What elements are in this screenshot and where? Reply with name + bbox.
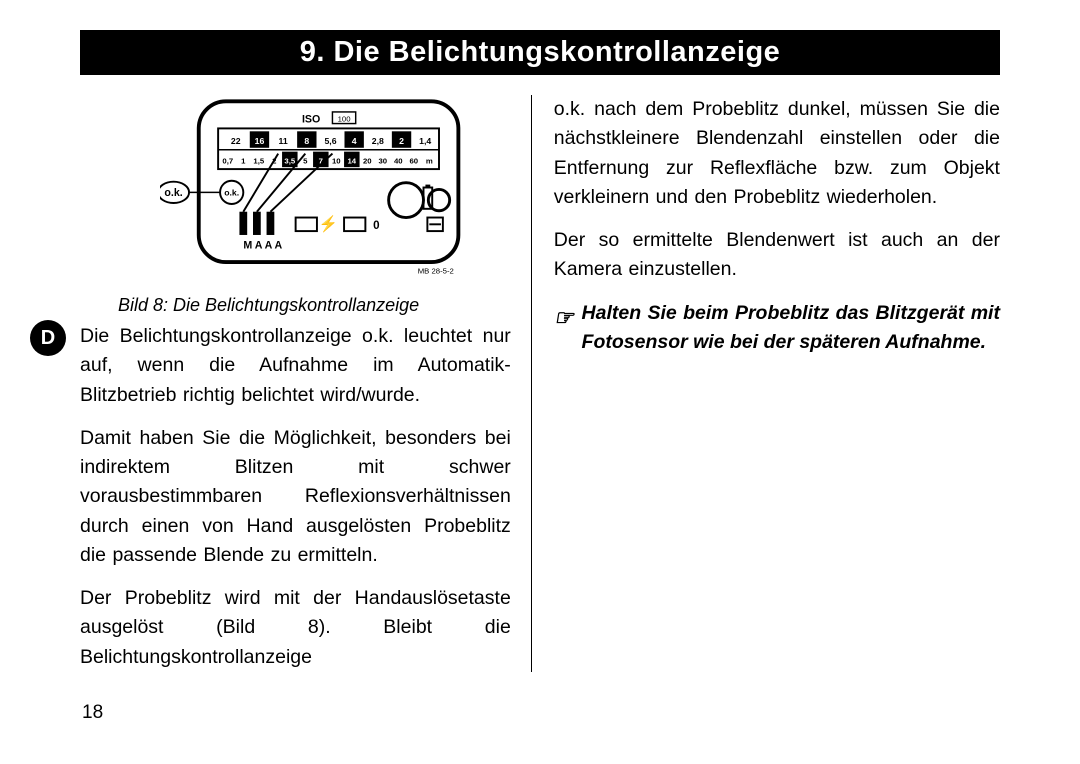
body-paragraph: o.k. nach dem Probeblitz dunkel, müssen … (554, 95, 1000, 212)
svg-text:MB 28-5-2: MB 28-5-2 (418, 267, 454, 276)
svg-text:22: 22 (231, 136, 241, 146)
svg-text:ISO: ISO (302, 114, 320, 126)
svg-text:1,4: 1,4 (419, 136, 431, 146)
body-paragraph: Damit haben Sie die Möglichkeit, besonde… (80, 424, 511, 570)
svg-text:5,6: 5,6 (324, 136, 336, 146)
svg-text:11: 11 (279, 136, 288, 146)
svg-text:8: 8 (304, 136, 309, 146)
left-column: ISO 100 22161185,642,821,4 0,711,523,557… (80, 95, 531, 672)
svg-text:5: 5 (303, 156, 308, 165)
language-tab: D (30, 320, 66, 356)
hint-note: ☞ Halten Sie beim Probeblitz das Blitzge… (554, 299, 1000, 358)
figure-caption: Bild 8: Die Belichtungskontrollanzeige (118, 295, 511, 316)
svg-text:0: 0 (373, 219, 379, 232)
svg-text:3,5: 3,5 (284, 156, 295, 165)
svg-text:16: 16 (255, 136, 265, 146)
svg-text:⚡: ⚡ (319, 214, 338, 233)
svg-text:1,5: 1,5 (253, 156, 264, 165)
svg-text:o.k.: o.k. (224, 187, 239, 197)
svg-text:14: 14 (348, 156, 357, 165)
svg-text:60: 60 (410, 156, 419, 165)
svg-text:40: 40 (394, 156, 403, 165)
svg-text:o.k.: o.k. (164, 187, 182, 199)
svg-text:10: 10 (332, 156, 341, 165)
hint-text: Halten Sie beim Probeblitz das Blitzgerä… (582, 299, 1000, 358)
svg-text:1: 1 (241, 156, 246, 165)
svg-text:m: m (426, 156, 433, 165)
body-paragraph: Die Belichtungskontrollanzeige o.k. leuc… (80, 322, 511, 410)
body-paragraph: Der Probeblitz wird mit der Handauslöset… (80, 584, 511, 672)
section-title: 9. Die Belichtungskontrollanzeige (80, 30, 1000, 75)
svg-text:0,7: 0,7 (222, 156, 233, 165)
svg-text:30: 30 (379, 156, 388, 165)
right-column: o.k. nach dem Probeblitz dunkel, müssen … (531, 95, 1000, 672)
svg-text:20: 20 (363, 156, 372, 165)
svg-text:2,8: 2,8 (372, 136, 384, 146)
body-paragraph: Der so ermittelte Blendenwert ist auch a… (554, 226, 1000, 285)
svg-text:100: 100 (338, 115, 351, 124)
svg-text:4: 4 (352, 136, 357, 146)
page-number: 18 (82, 702, 103, 724)
hand-icon: ☞ (554, 301, 574, 358)
svg-text:M A A A: M A A A (243, 240, 282, 252)
flash-display-diagram: ISO 100 22161185,642,821,4 0,711,523,557… (160, 95, 470, 285)
svg-text:2: 2 (399, 136, 404, 146)
